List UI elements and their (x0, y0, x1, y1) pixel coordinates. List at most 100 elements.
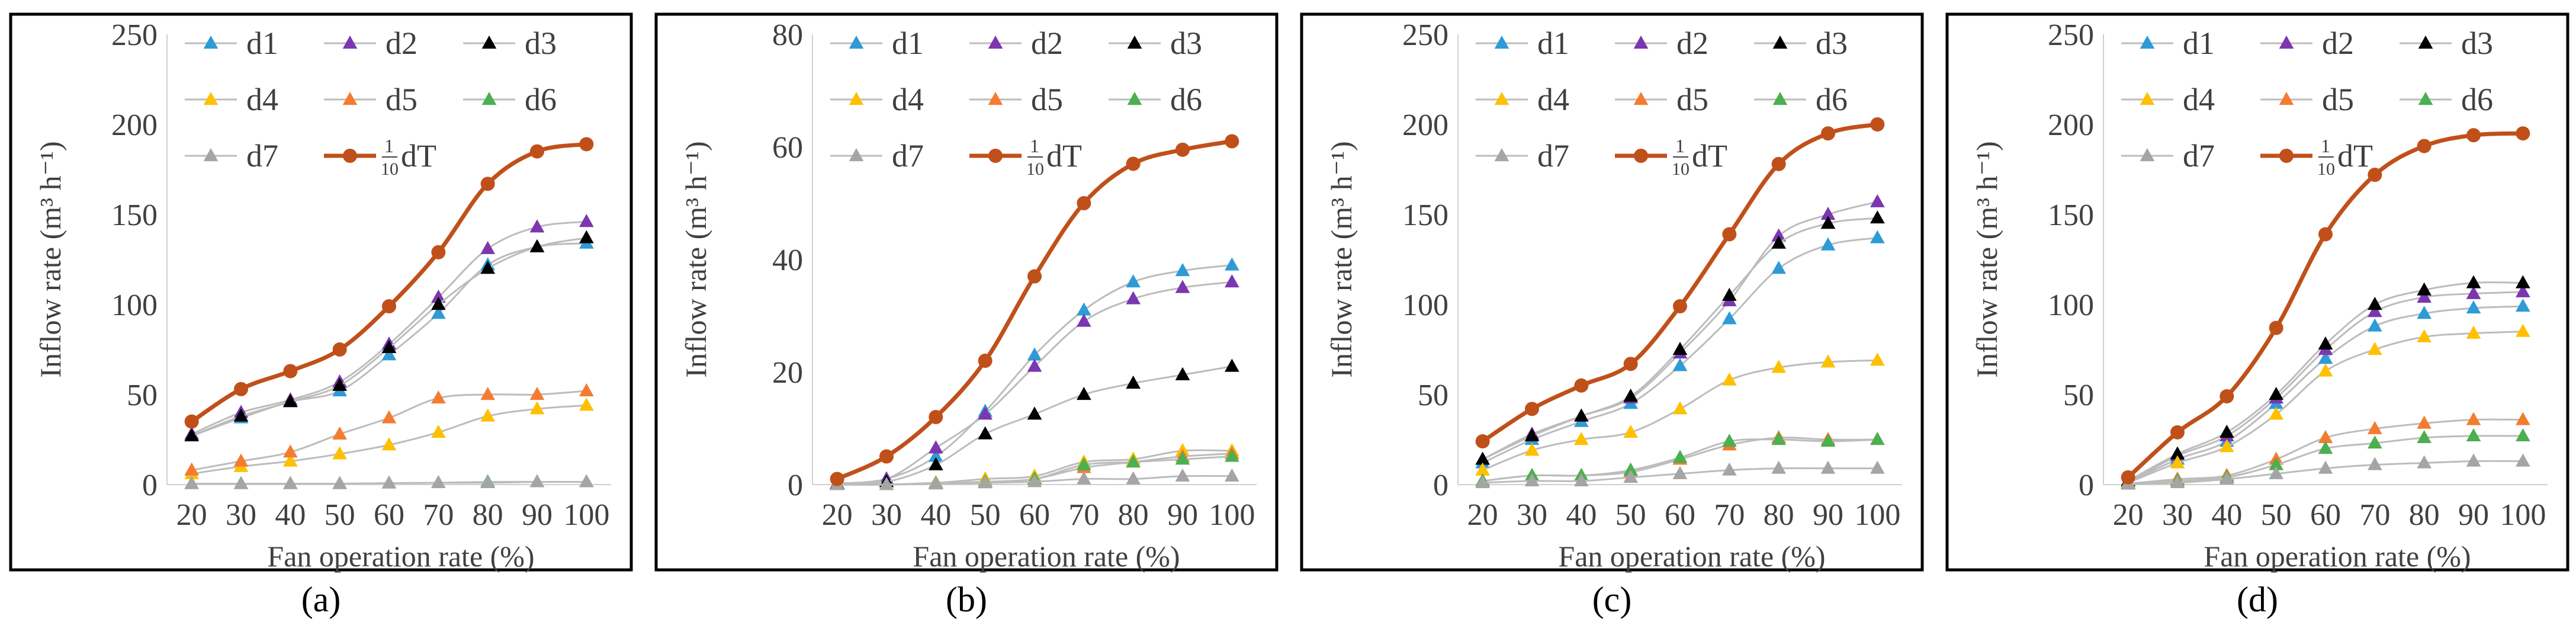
legend-frac-den: 10 (2317, 159, 2335, 179)
data-point (2466, 325, 2481, 339)
series-d4 (2121, 323, 2530, 489)
y-tick-label: 50 (1418, 379, 1448, 412)
data-point (184, 462, 200, 476)
data-point (2219, 424, 2234, 438)
data-point (1623, 357, 1638, 371)
legend-marker (2418, 92, 2433, 105)
legend-label: d1 (892, 25, 924, 61)
legend-marker (342, 92, 358, 105)
data-point (1672, 466, 1688, 479)
legend-entry-d4: d4 (185, 82, 278, 117)
legend-label: d7 (2183, 138, 2215, 174)
data-point (2417, 455, 2432, 469)
legend-entry-d2: d2 (1615, 25, 1708, 61)
data-point (1225, 134, 1239, 149)
legend-label: d6 (2461, 82, 2493, 117)
data-point (1771, 235, 1787, 249)
x-tick-label: 40 (275, 498, 306, 532)
data-point (1224, 274, 1239, 288)
legend-marker (1494, 36, 1509, 49)
legend-marker (1127, 36, 1142, 49)
data-point (480, 177, 495, 191)
x-axis-label: Fan operation rate (%) (2204, 540, 2471, 573)
legend-frac-num: 1 (2321, 135, 2330, 156)
data-point (530, 144, 544, 159)
data-point (2318, 336, 2333, 350)
x-tick-label: 90 (1813, 498, 1843, 532)
x-tick-label: 90 (1167, 498, 1198, 532)
data-point (2220, 389, 2234, 404)
data-point (1623, 424, 1639, 438)
y-tick-label: 150 (1402, 198, 1448, 232)
legend-label: d7 (246, 138, 278, 174)
data-point (2417, 415, 2432, 429)
data-point (579, 383, 594, 397)
data-point (1672, 401, 1688, 415)
data-point (978, 406, 993, 420)
legend-marker (849, 92, 864, 105)
data-point (1126, 156, 1141, 171)
x-tick-label: 20 (2113, 498, 2144, 532)
legend-label: d3 (1170, 25, 1202, 61)
x-tick-label: 80 (1118, 498, 1149, 532)
data-point (1475, 462, 1491, 476)
x-tick-label: 60 (1665, 498, 1695, 532)
data-point (2367, 318, 2382, 332)
chart-frame (654, 12, 1279, 572)
data-point (529, 219, 545, 233)
data-point (928, 476, 943, 490)
data-point (928, 448, 943, 462)
data-point (2318, 460, 2333, 474)
legend-label: d3 (1816, 25, 1848, 61)
chart-svg: 0 50 100 150 200 250 20 30 40 50 60 70 80 90 100 Fan op… (1945, 12, 2569, 573)
data-point (2417, 429, 2432, 444)
series-dT (830, 134, 1239, 486)
data-point (332, 342, 347, 357)
data-point (2368, 168, 2382, 182)
data-point (1820, 354, 1836, 368)
data-point (830, 472, 844, 486)
data-point (1175, 468, 1190, 482)
x-axis-label: Fan operation rate (%) (1558, 540, 1825, 573)
data-point (2318, 351, 2333, 364)
data-point (1525, 402, 1539, 416)
series-d7 (2121, 453, 2530, 490)
data-point (1870, 230, 1885, 243)
legend-marker (203, 148, 219, 162)
data-point (332, 426, 348, 440)
data-point (1224, 257, 1239, 271)
legend-label: d4 (892, 82, 924, 117)
legend-entry-d3: d3 (1109, 25, 1202, 61)
data-point (928, 440, 943, 454)
data-point (480, 387, 496, 400)
data-point (381, 410, 397, 424)
data-point (1175, 142, 1190, 157)
data-point (283, 364, 298, 379)
data-point (529, 239, 545, 252)
legend-marker (1633, 36, 1649, 49)
legend-label: dT (2337, 138, 2373, 174)
legend-entry-d7: d7 (830, 138, 924, 174)
chart-panel-b: 0 20 40 60 80 20 30 40 50 60 70 80 90 100 Fan operatio… (653, 11, 1280, 619)
data-point (184, 428, 200, 442)
legend-entry-d1: d1 (1476, 25, 1569, 61)
data-point (2170, 446, 2185, 460)
x-tick-label: 60 (2310, 498, 2341, 532)
data-point (579, 397, 594, 411)
data-point (2515, 428, 2530, 442)
legend-entry-dT: 1 10 dT (2260, 135, 2373, 179)
data-point (1475, 475, 1491, 489)
legend-label: d5 (386, 82, 417, 117)
data-point (2466, 428, 2481, 442)
legend: d1 d2 d3 d4 d5 d6 d7 1 10 dT (185, 25, 557, 179)
legend-marker (988, 92, 1003, 105)
series-dT (184, 137, 594, 429)
legend-entry-dT: 1 10 dT (1615, 135, 1727, 179)
x-tick-label: 20 (822, 498, 853, 532)
y-axis-label: Inflow rate (m³ h⁻¹) (679, 141, 712, 377)
series-d7 (1475, 460, 1885, 489)
x-tick-label: 90 (2458, 498, 2489, 532)
x-tick-label: 60 (374, 498, 404, 532)
data-point (929, 410, 943, 424)
data-point (431, 297, 446, 310)
